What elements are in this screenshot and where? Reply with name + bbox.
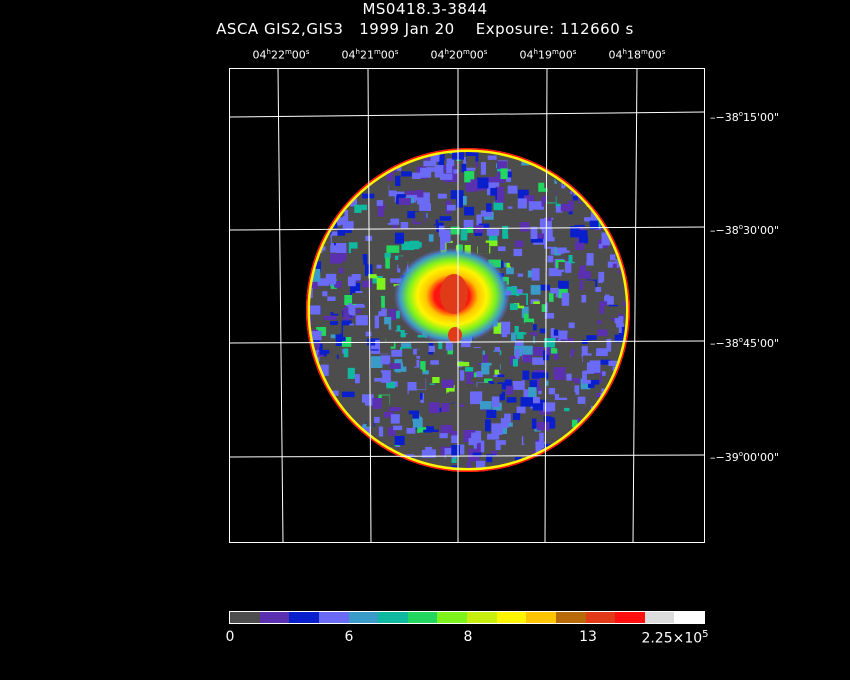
ra-label: 04h21m00s (341, 48, 399, 62)
coordinate-grid (229, 68, 705, 543)
color-scale-swatch (378, 612, 408, 623)
ra-label: 04h20m00s (430, 48, 488, 62)
dec-label: –−38o30'00" (710, 223, 780, 237)
color-scale-swatch (437, 612, 467, 623)
color-scale-swatch (496, 612, 527, 623)
color-scale-swatch (615, 612, 645, 623)
ra-label: 04h18m00s (608, 48, 666, 62)
scale-label-min: 0 (225, 629, 235, 645)
color-scale-swatch (289, 612, 319, 623)
observation-info: ASCA GIS2,GIS3 1999 Jan 20 Exposure: 112… (216, 20, 634, 38)
dec-label: –−38o15'00" (710, 110, 780, 124)
color-scale-swatch (348, 612, 379, 623)
color-scale-swatch (555, 612, 586, 623)
ra-label: 04h19m00s (519, 48, 577, 62)
scale-label: 8 (463, 629, 473, 645)
dec-label: –−39o00'00" (710, 450, 780, 464)
color-scale-swatch (407, 612, 438, 623)
color-scale-swatch (644, 612, 675, 623)
scale-label: 6 (344, 629, 354, 645)
color-scale-swatch (585, 612, 616, 623)
cluster-core (440, 274, 468, 314)
color-scale-swatch (259, 612, 290, 623)
color-scale-swatch (526, 612, 556, 623)
color-scale-swatch (467, 612, 497, 623)
detector-field (306, 148, 630, 472)
sky-image-frame (229, 68, 705, 543)
dec-label: –−38o45'00" (710, 336, 780, 350)
scale-label-max: 2.25×105 (641, 629, 709, 647)
scale-label: 13 (579, 629, 597, 645)
color-scale-swatch (230, 612, 260, 623)
color-scale-bar (229, 611, 705, 624)
ra-label: 04h22m00s (252, 48, 310, 62)
color-scale-swatch (318, 612, 349, 623)
image-title: MS0418.3-3844 (362, 0, 488, 18)
color-scale-swatch (674, 612, 704, 623)
